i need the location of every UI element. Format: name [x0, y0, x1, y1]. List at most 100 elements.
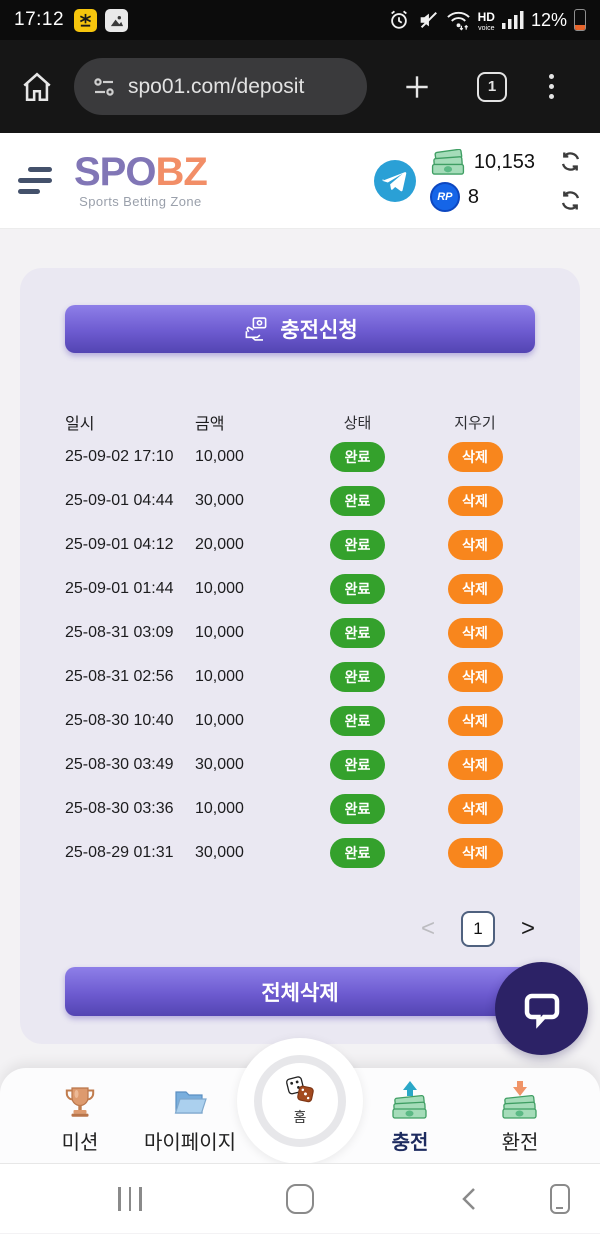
status-badge: 완료 [330, 486, 385, 516]
android-home-button[interactable] [265, 1164, 335, 1234]
pagination-next-button[interactable]: > [520, 915, 535, 942]
delete-badge-button[interactable]: 삭제 [447, 750, 503, 780]
cash-up-icon [355, 1080, 465, 1120]
android-back-button[interactable] [435, 1164, 505, 1234]
column-header-status: 상태 [343, 414, 372, 432]
site-settings-icon[interactable] [92, 75, 116, 99]
browser-menu-button[interactable] [549, 74, 554, 99]
row-datetime: 25-08-30 03:36 [65, 800, 174, 817]
battery-icon [574, 9, 586, 31]
gallery-notification-icon [105, 8, 129, 32]
url-bar[interactable]: spo01.com/deposit [74, 58, 367, 115]
history-row: 25-09-01 01:44 10,000 완료 삭제 [65, 567, 535, 611]
signal-icon [501, 10, 524, 30]
row-datetime: 25-09-02 17:10 [65, 448, 174, 465]
folder-icon [135, 1080, 245, 1120]
browser-home-button[interactable] [20, 70, 54, 104]
pagination-current-page[interactable]: 1 [460, 911, 495, 947]
status-bar: 17:12 HD voice 12% [0, 0, 600, 40]
delete-badge-button[interactable]: 삭제 [447, 794, 503, 824]
row-amount: 30,000 [195, 492, 244, 509]
nav-item-withdraw[interactable]: 환전 [465, 1080, 575, 1155]
status-badge: 완료 [330, 750, 385, 780]
history-row: 25-08-31 03:09 10,000 완료 삭제 [65, 611, 535, 655]
new-tab-button[interactable] [397, 71, 437, 103]
tab-switcher-button[interactable]: 1 [477, 71, 507, 102]
cash-balance: 10,153 [473, 151, 535, 173]
url-text[interactable]: spo01.com/deposit [128, 74, 305, 98]
row-amount: 30,000 [195, 756, 244, 773]
notification-app-icon [74, 8, 98, 32]
deposit-request-label: 충전신청 [280, 319, 358, 342]
nav-item-deposit[interactable]: 충전 [355, 1080, 465, 1155]
status-badge: 완료 [330, 662, 385, 692]
site-header: SPOBZ Sports Betting Zone 10,153 RP 8 [0, 133, 600, 229]
refresh-cash-button[interactable] [559, 150, 582, 173]
site-logo[interactable]: SPOBZ Sports Betting Zone [74, 150, 208, 209]
chat-bubble-icon [520, 987, 564, 1031]
battery-percent: 12% [530, 9, 567, 30]
status-badge: 완료 [330, 574, 385, 604]
clock-time: 17:12 [14, 9, 65, 30]
status-badge: 완료 [330, 794, 385, 824]
delete-badge-button[interactable]: 삭제 [447, 574, 503, 604]
delete-badge-button[interactable]: 삭제 [447, 706, 503, 736]
logo-text-primary: SPO [74, 150, 156, 194]
nav-item-mission[interactable]: 미션 [25, 1080, 135, 1155]
row-datetime: 25-08-31 02:56 [65, 668, 174, 685]
delete-badge-button[interactable]: 삭제 [447, 486, 503, 516]
trophy-icon [25, 1080, 135, 1120]
column-header-amount: 금액 [195, 416, 225, 433]
row-datetime: 25-08-29 01:31 [65, 844, 174, 861]
nav-label-withdraw: 환전 [501, 1132, 539, 1154]
wifi-icon [446, 9, 471, 31]
logo-text-secondary: BZ [155, 150, 207, 194]
status-badge: 완료 [330, 838, 385, 868]
history-row: 25-08-31 02:56 10,000 완료 삭제 [65, 655, 535, 699]
row-amount: 10,000 [195, 712, 244, 729]
delete-all-button[interactable]: 전체삭제 [65, 967, 535, 1016]
deposit-request-button[interactable]: 충전신청 [65, 305, 535, 353]
delete-badge-button[interactable]: 삭제 [447, 442, 503, 472]
nav-home-label: 홈 [293, 1109, 307, 1125]
status-badge: 완료 [330, 442, 385, 472]
rp-coin-icon: RP [429, 182, 460, 212]
delete-badge-button[interactable]: 삭제 [447, 530, 503, 560]
history-row: 25-09-01 04:12 20,000 완료 삭제 [65, 523, 535, 567]
delete-badge-button[interactable]: 삭제 [447, 838, 503, 868]
row-amount: 20,000 [195, 536, 244, 553]
delete-badge-button[interactable]: 삭제 [447, 618, 503, 648]
pagination-prev-button[interactable]: < [420, 915, 435, 942]
history-row: 25-08-30 10:40 10,000 완료 삭제 [65, 699, 535, 743]
row-datetime: 25-09-01 01:44 [65, 580, 174, 597]
delete-badge-button[interactable]: 삭제 [447, 662, 503, 692]
android-recents-button[interactable] [95, 1164, 165, 1234]
row-amount: 30,000 [195, 844, 244, 861]
logo-tagline: Sports Betting Zone [79, 194, 202, 209]
refresh-rp-button[interactable] [559, 189, 582, 212]
deposit-history-table: 일시 금액 상태 지우기 25-09-02 17:10 10,000 완료 삭제 25-… [65, 409, 535, 875]
row-datetime: 25-08-31 03:09 [65, 624, 174, 641]
history-row: 25-08-29 01:31 30,000 완료 삭제 [65, 831, 535, 875]
row-amount: 10,000 [195, 624, 244, 641]
alarm-icon [388, 9, 410, 31]
history-row: 25-09-02 17:10 10,000 완료 삭제 [65, 435, 535, 479]
bottom-navigation: 홈 미션 마이페이지 충전 환전 [0, 1038, 600, 1164]
delete-all-label: 전체삭제 [261, 981, 339, 1005]
row-datetime: 25-09-01 04:44 [65, 492, 174, 509]
column-header-datetime: 일시 [65, 416, 95, 433]
menu-hamburger-button[interactable] [18, 167, 62, 194]
status-badge: 완료 [330, 618, 385, 648]
nav-item-mypage[interactable]: 마이페이지 [135, 1080, 245, 1155]
telegram-icon[interactable] [373, 159, 416, 202]
android-phone-panel-icon[interactable] [525, 1164, 595, 1234]
nav-label-mission: 미션 [61, 1132, 99, 1154]
table-header-row: 일시 금액 상태 지우기 [65, 409, 535, 435]
chat-widget-button[interactable] [495, 962, 588, 1055]
browser-toolbar: spo01.com/deposit 1 [0, 40, 600, 133]
pagination: < 1 > [65, 911, 535, 947]
history-row: 25-09-01 04:44 30,000 완료 삭제 [65, 479, 535, 523]
nav-label-mypage: 마이페이지 [144, 1132, 236, 1154]
nav-home-button[interactable]: 홈 [237, 1038, 363, 1164]
nav-label-deposit: 충전 [391, 1132, 429, 1154]
